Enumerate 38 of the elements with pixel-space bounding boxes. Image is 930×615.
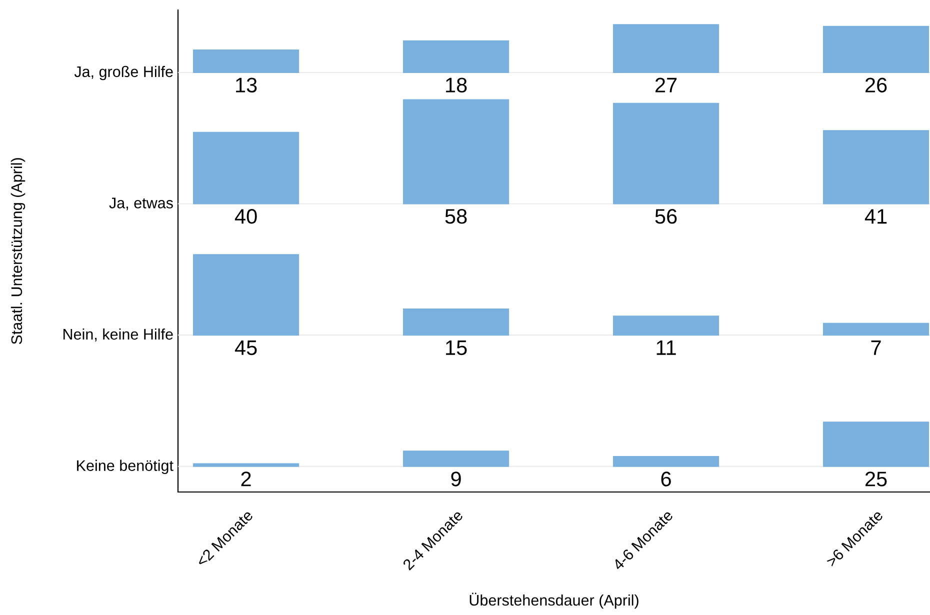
data-label: 9 [451, 472, 461, 486]
y-axis-title: Nein, keine Hilfe [64, 328, 173, 342]
data-label: 18 [446, 78, 467, 92]
bar [193, 254, 300, 336]
x-axis-title: Überstehensdauer (April) [470, 592, 638, 609]
data-label: 27 [655, 78, 677, 92]
bar [403, 308, 510, 336]
bar [613, 456, 720, 467]
y-axis-title: Ja, etwas [109, 198, 173, 210]
text: Staatl. Unterstützung (April) [10, 158, 26, 344]
data-label: 58 [445, 209, 467, 224]
bar [193, 463, 300, 467]
y-axis-title: Keine benötigt [77, 460, 174, 474]
data-label: 6 [661, 472, 671, 486]
y-axis-title: Ja, große Hilfe [74, 66, 173, 80]
bar [823, 422, 930, 467]
bar [823, 130, 930, 204]
data-label: 2 [241, 472, 251, 486]
bar [613, 316, 720, 336]
data-label: 56 [655, 209, 677, 224]
data-label: 41 [864, 209, 887, 224]
bar [613, 102, 720, 204]
data-label: 15 [446, 340, 467, 356]
data-label: 26 [865, 78, 887, 92]
data-label: 7 [871, 340, 881, 355]
data-label: 40 [234, 209, 257, 224]
bar [403, 99, 510, 204]
bar [193, 132, 300, 204]
data-label: 13 [236, 78, 257, 92]
data-label: 25 [865, 472, 887, 486]
bar [403, 450, 510, 467]
bar [823, 26, 930, 73]
data-label: 45 [234, 340, 257, 356]
bar [193, 49, 300, 73]
data-label: 11 [656, 340, 676, 355]
bar [403, 40, 510, 73]
bar [613, 24, 720, 73]
bar [823, 322, 930, 336]
